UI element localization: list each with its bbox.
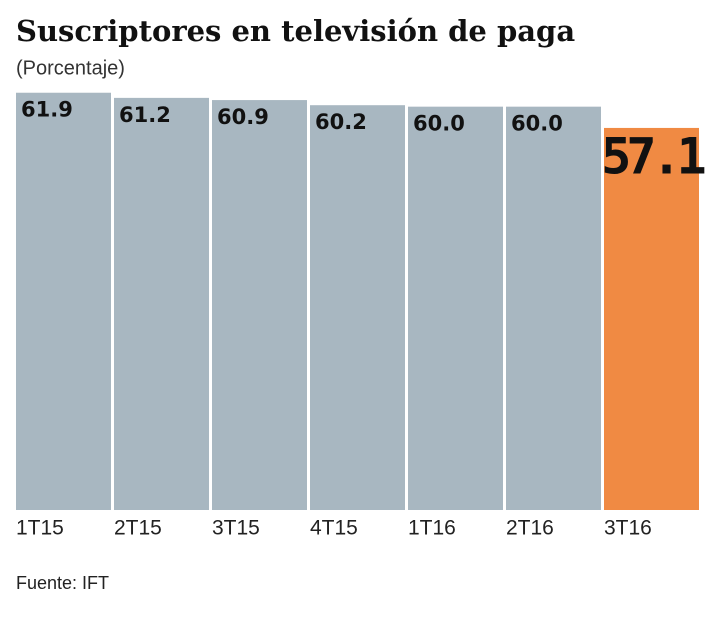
- x-tick-label: 3T15: [212, 517, 260, 540]
- bar: [114, 97, 209, 510]
- chart-title: Suscriptores en televisión de paga: [16, 14, 575, 48]
- value-label: 60.0: [511, 112, 563, 136]
- value-label: 60.9: [217, 105, 269, 129]
- x-tick-label: 1T15: [16, 517, 64, 540]
- x-tick-label: 4T15: [310, 517, 358, 540]
- x-tick-label: 2T16: [506, 517, 554, 540]
- x-tick-label: 3T16: [604, 517, 652, 540]
- value-label: 61.9: [21, 98, 73, 122]
- chart-subtitle: (Porcentaje): [16, 57, 125, 79]
- bar: [212, 100, 307, 511]
- bar: [408, 106, 503, 511]
- bar: [310, 105, 405, 510]
- bar: [16, 92, 111, 510]
- value-label: 61.2: [119, 103, 171, 127]
- value-label: 60.0: [413, 112, 465, 136]
- value-label: 60.2: [315, 110, 367, 134]
- source-note: Fuente: IFT: [16, 573, 109, 593]
- bar: [506, 106, 601, 511]
- x-tick-label: 2T15: [114, 517, 162, 540]
- value-label: 57.1: [601, 127, 704, 185]
- x-tick-label: 1T16: [408, 517, 456, 540]
- bar: [604, 127, 699, 510]
